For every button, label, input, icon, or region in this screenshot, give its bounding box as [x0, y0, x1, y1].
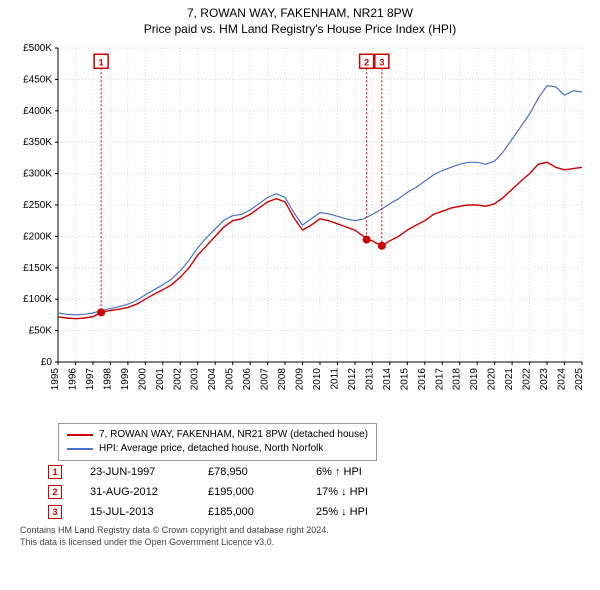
svg-text:1999: 1999	[120, 368, 131, 391]
svg-text:2006: 2006	[242, 368, 253, 391]
transaction-marker: 2	[48, 485, 62, 499]
svg-text:£350K: £350K	[23, 137, 52, 148]
svg-text:2009: 2009	[295, 368, 306, 391]
svg-text:£300K: £300K	[23, 169, 52, 180]
svg-text:2011: 2011	[329, 368, 340, 390]
transaction-pct: 25% ↓ HPI	[316, 506, 406, 518]
transaction-row: 1 23-JUN-1997 £78,950 6% ↑ HPI	[48, 465, 590, 479]
chart-title: 7, ROWAN WAY, FAKENHAM, NR21 8PW	[10, 6, 590, 20]
line-chart: £0 £50K £100K £150K £200K £250K £300K £350K £400…	[10, 42, 590, 417]
svg-text:2015: 2015	[399, 368, 410, 391]
transaction-price: £185,000	[208, 506, 288, 518]
transaction-date: 15-JUL-2013	[90, 506, 180, 518]
svg-text:2008: 2008	[277, 368, 288, 391]
footer-line: Contains HM Land Registry data © Crown c…	[20, 525, 590, 537]
svg-text:2019: 2019	[469, 368, 480, 391]
chart-container: 7, ROWAN WAY, FAKENHAM, NR21 8PW Price p…	[0, 0, 600, 590]
transaction-row: 2 31-AUG-2012 £195,000 17% ↓ HPI	[48, 485, 590, 499]
svg-text:£400K: £400K	[23, 106, 52, 117]
svg-text:£200K: £200K	[23, 231, 52, 242]
transaction-date: 31-AUG-2012	[90, 486, 180, 498]
svg-text:2016: 2016	[417, 368, 428, 391]
svg-text:2014: 2014	[382, 368, 393, 391]
svg-text:2024: 2024	[557, 368, 568, 391]
svg-text:£450K: £450K	[23, 74, 52, 85]
transaction-price: £195,000	[208, 486, 288, 498]
legend-label: 7, ROWAN WAY, FAKENHAM, NR21 8PW (detach…	[99, 428, 368, 442]
transaction-price: £78,950	[208, 466, 288, 478]
svg-text:£500K: £500K	[23, 43, 52, 54]
svg-text:2002: 2002	[172, 368, 183, 391]
transaction-marker: 1	[48, 465, 62, 479]
svg-text:1995: 1995	[50, 368, 61, 391]
svg-text:2001: 2001	[155, 368, 166, 391]
svg-text:2007: 2007	[260, 368, 271, 391]
svg-text:2000: 2000	[137, 368, 148, 391]
svg-text:1998: 1998	[102, 368, 113, 391]
transaction-date: 23-JUN-1997	[90, 466, 180, 478]
svg-text:3: 3	[379, 57, 384, 67]
transaction-pct: 6% ↑ HPI	[316, 466, 406, 478]
legend-swatch	[67, 434, 93, 436]
footer-attribution: Contains HM Land Registry data © Crown c…	[20, 525, 590, 548]
svg-text:2: 2	[364, 57, 369, 67]
svg-text:£100K: £100K	[23, 294, 52, 305]
svg-text:2013: 2013	[364, 368, 375, 391]
legend: 7, ROWAN WAY, FAKENHAM, NR21 8PW (detach…	[58, 423, 377, 461]
svg-text:2012: 2012	[347, 368, 358, 391]
svg-text:£150K: £150K	[23, 263, 52, 274]
transaction-row: 3 15-JUL-2013 £185,000 25% ↓ HPI	[48, 505, 590, 519]
svg-text:2023: 2023	[539, 368, 550, 391]
svg-text:2017: 2017	[434, 368, 445, 391]
svg-text:1997: 1997	[85, 368, 96, 391]
svg-text:1996: 1996	[67, 368, 78, 391]
svg-text:£250K: £250K	[23, 200, 52, 211]
svg-text:2020: 2020	[487, 368, 498, 391]
transaction-marker: 3	[48, 505, 62, 519]
svg-text:2022: 2022	[522, 368, 533, 391]
svg-text:2010: 2010	[312, 368, 323, 391]
legend-swatch	[67, 448, 93, 450]
svg-text:2021: 2021	[504, 368, 515, 391]
legend-item: HPI: Average price, detached house, Nort…	[67, 442, 368, 456]
chart-subtitle: Price paid vs. HM Land Registry's House …	[10, 22, 590, 36]
legend-label: HPI: Average price, detached house, Nort…	[99, 442, 323, 456]
svg-text:2005: 2005	[225, 368, 236, 391]
svg-text:£0: £0	[41, 357, 53, 368]
svg-text:1: 1	[99, 57, 104, 67]
footer-line: This data is licensed under the Open Gov…	[20, 537, 590, 549]
svg-text:2025: 2025	[574, 368, 585, 391]
svg-text:2018: 2018	[452, 368, 463, 391]
transaction-pct: 17% ↓ HPI	[316, 486, 406, 498]
transactions-table: 1 23-JUN-1997 £78,950 6% ↑ HPI 2 31-AUG-2012 £…	[48, 465, 590, 519]
svg-text:2004: 2004	[207, 368, 218, 391]
chart-canvas-wrap: £0 £50K £100K £150K £200K £250K £300K £350K £400…	[10, 42, 590, 417]
svg-text:£50K: £50K	[29, 326, 53, 337]
svg-text:2003: 2003	[190, 368, 201, 391]
legend-item: 7, ROWAN WAY, FAKENHAM, NR21 8PW (detach…	[67, 428, 368, 442]
